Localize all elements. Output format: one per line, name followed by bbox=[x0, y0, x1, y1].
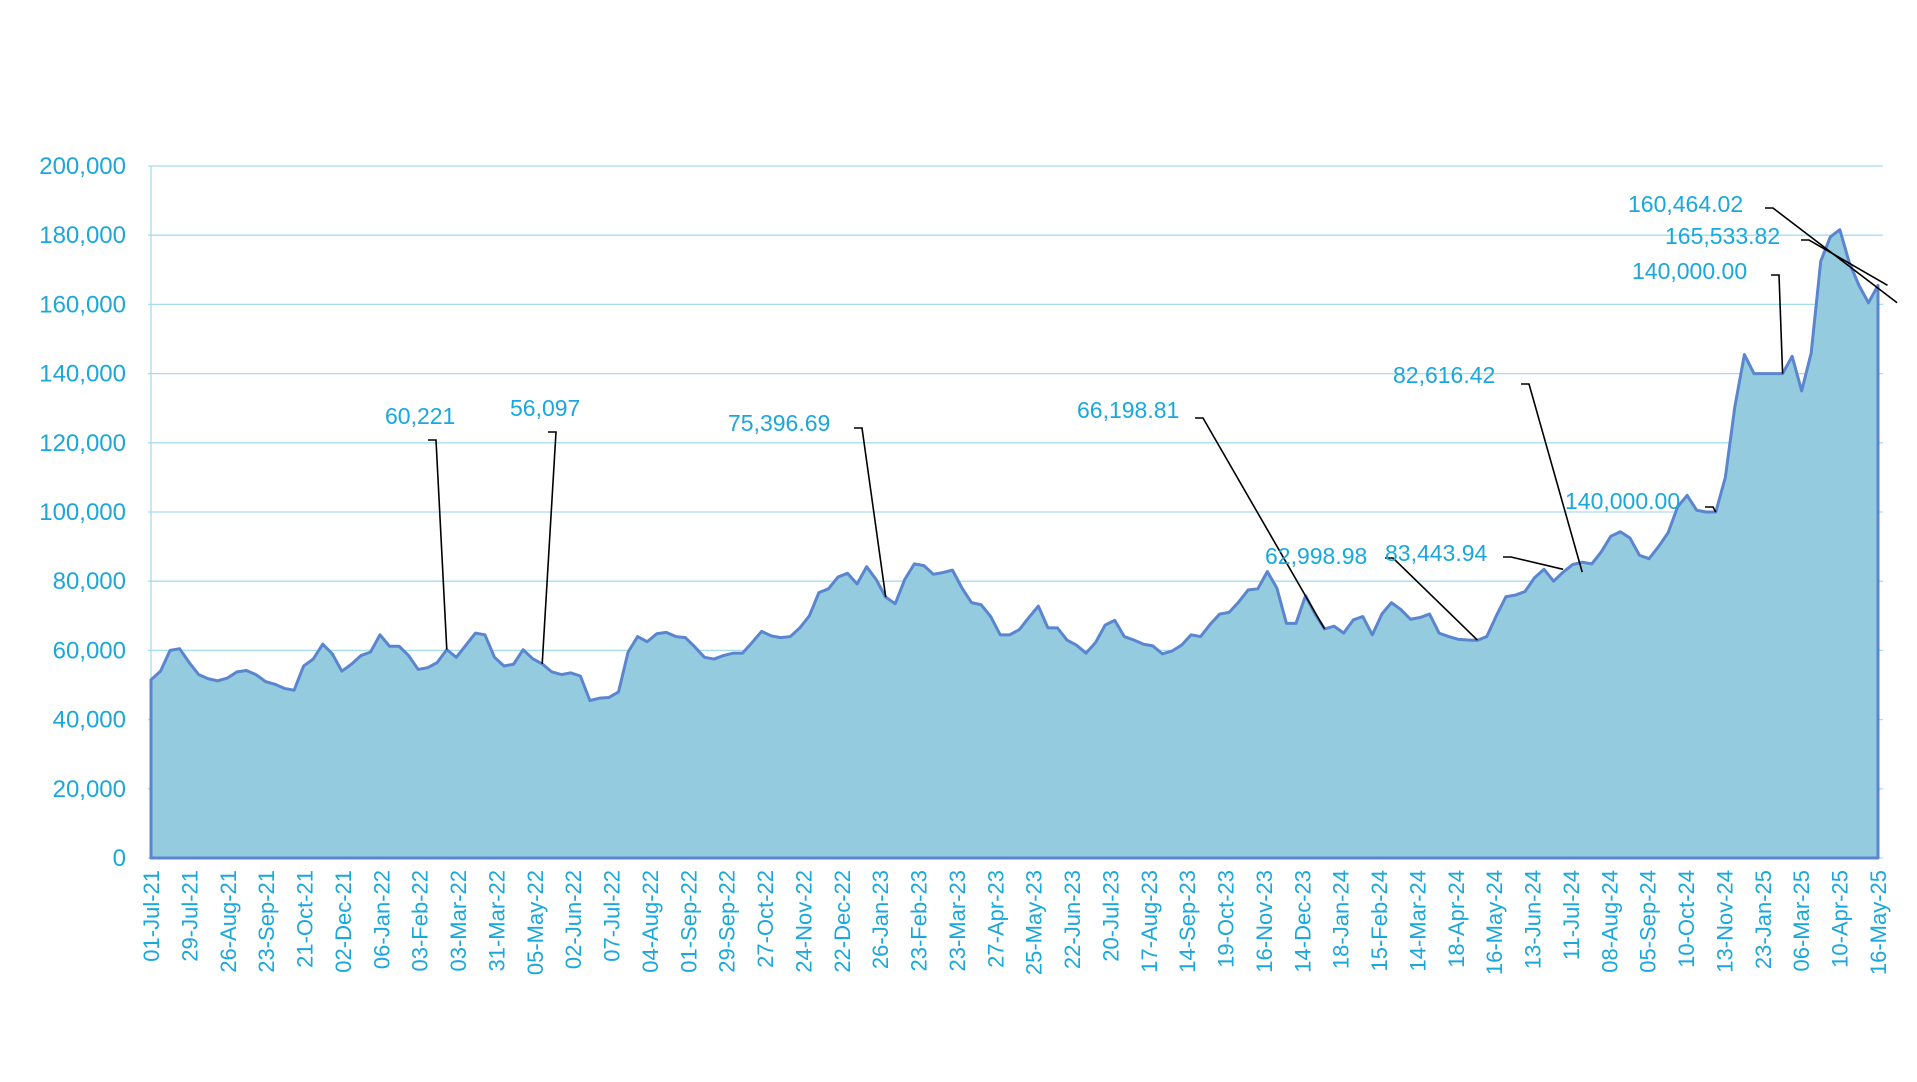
x-tick-label: 03-Mar-22 bbox=[446, 870, 471, 971]
y-tick-label: 120,000 bbox=[39, 430, 126, 457]
x-tick-label: 02-Dec-21 bbox=[331, 870, 356, 973]
x-tick-label: 19-Oct-23 bbox=[1214, 870, 1239, 968]
x-tick-label: 06-Jan-22 bbox=[369, 870, 394, 969]
leader-line bbox=[541, 431, 557, 664]
x-tick-label: 18-Apr-24 bbox=[1444, 870, 1469, 968]
data-label-text: 82,616.42 bbox=[1393, 362, 1495, 388]
x-tick-label: 26-Aug-21 bbox=[216, 870, 241, 973]
x-tick-label: 21-Oct-21 bbox=[293, 870, 318, 968]
x-tick-label: 16-May-25 bbox=[1866, 870, 1891, 975]
y-tick-label: 40,000 bbox=[53, 707, 126, 734]
leader-line bbox=[1385, 557, 1478, 641]
data-label-text: 75,396.69 bbox=[728, 410, 830, 436]
area-series bbox=[149, 228, 1880, 860]
data-label: 82,616.42 bbox=[1393, 362, 1583, 573]
x-tick-label: 23-Mar-23 bbox=[945, 870, 970, 971]
x-tick-label: 31-Mar-22 bbox=[484, 870, 509, 971]
leader-line bbox=[1521, 383, 1583, 573]
x-tick-label: 22-Dec-22 bbox=[830, 870, 855, 973]
x-tick-label: 29-Jul-21 bbox=[177, 870, 202, 962]
x-tick-label: 23-Sep-21 bbox=[254, 870, 279, 973]
leader-line bbox=[1705, 506, 1717, 513]
x-tick-label: 23-Feb-23 bbox=[907, 870, 932, 972]
x-tick-label: 08-Aug-24 bbox=[1597, 870, 1622, 973]
x-tick-label: 05-May-22 bbox=[523, 870, 548, 975]
x-tick-label: 01-Jul-21 bbox=[139, 870, 164, 962]
x-tick-label: 20-Jul-23 bbox=[1098, 870, 1123, 962]
data-label-text: 83,443.94 bbox=[1385, 540, 1488, 566]
x-tick-label: 16-Nov-23 bbox=[1252, 870, 1277, 973]
y-tick-label: 180,000 bbox=[39, 222, 126, 249]
x-tick-label: 13-Jun-24 bbox=[1521, 870, 1546, 969]
x-tick-label: 22-Jun-23 bbox=[1060, 870, 1085, 969]
x-tick-label: 03-Feb-22 bbox=[408, 870, 433, 972]
data-label: 160,464.02 bbox=[1628, 191, 1898, 304]
data-label: 140,000.00 bbox=[1632, 258, 1784, 374]
x-tick-label: 29-Sep-22 bbox=[715, 870, 740, 973]
leader-line bbox=[1503, 556, 1564, 571]
x-tick-label: 10-Apr-25 bbox=[1828, 870, 1853, 968]
leader-line bbox=[1765, 207, 1898, 304]
data-label-text: 60,221 bbox=[385, 403, 455, 429]
leader-line bbox=[854, 427, 887, 598]
data-label-text: 140,000.00 bbox=[1632, 258, 1747, 284]
x-tick-label: 27-Oct-22 bbox=[753, 870, 778, 968]
data-label-text: 62,998.98 bbox=[1265, 543, 1367, 569]
x-tick-label: 17-Aug-23 bbox=[1137, 870, 1162, 973]
x-tick-label: 07-Jul-22 bbox=[600, 870, 625, 962]
y-tick-label: 140,000 bbox=[39, 361, 126, 388]
leader-line bbox=[1195, 417, 1326, 630]
data-label: 140,000.00 bbox=[1565, 488, 1717, 514]
leader-line bbox=[1771, 274, 1784, 374]
data-label: 66,198.81 bbox=[1077, 397, 1326, 630]
data-label-text: 165,533.82 bbox=[1665, 223, 1780, 249]
y-tick-label: 60,000 bbox=[53, 637, 126, 664]
y-tick-label: 80,000 bbox=[53, 568, 126, 595]
data-label: 56,097 bbox=[510, 395, 580, 664]
x-tick-label: 15-Feb-24 bbox=[1367, 870, 1392, 972]
data-label: 62,998.98 bbox=[1265, 543, 1478, 641]
data-label-text: 140,000.00 bbox=[1565, 488, 1680, 514]
x-axis-ticks: 01-Jul-21 29-Jul-21 26-Aug-21 23-Sep-21 21-O… bbox=[139, 870, 1891, 975]
y-tick-label: 160,000 bbox=[39, 291, 126, 318]
x-tick-label: 18-Jan-24 bbox=[1329, 870, 1354, 969]
leader-line bbox=[1801, 239, 1888, 286]
x-tick-label: 13-Nov-24 bbox=[1713, 870, 1738, 973]
data-label: 83,443.94 bbox=[1385, 540, 1564, 571]
x-tick-label: 24-Nov-22 bbox=[791, 870, 816, 973]
x-tick-label: 14-Dec-23 bbox=[1290, 870, 1315, 973]
x-tick-label: 25-May-23 bbox=[1022, 870, 1047, 975]
x-tick-label: 26-Jan-23 bbox=[868, 870, 893, 969]
x-tick-label: 06-Mar-25 bbox=[1789, 870, 1814, 971]
x-tick-label: 02-Jun-22 bbox=[561, 870, 586, 969]
data-label: 75,396.69 bbox=[728, 410, 887, 598]
data-label-text: 56,097 bbox=[510, 395, 580, 421]
x-tick-label: 05-Sep-24 bbox=[1636, 870, 1661, 973]
x-tick-label: 04-Aug-22 bbox=[638, 870, 663, 973]
y-tick-label: 200,000 bbox=[39, 153, 126, 180]
x-tick-label: 14-Sep-23 bbox=[1175, 870, 1200, 973]
x-tick-label: 14-Mar-24 bbox=[1406, 870, 1431, 971]
y-tick-label: 0 bbox=[113, 845, 126, 872]
x-tick-label: 27-Apr-23 bbox=[983, 870, 1008, 968]
y-tick-label: 20,000 bbox=[53, 776, 126, 803]
data-label: 165,533.82 bbox=[1665, 223, 1888, 286]
y-axis-ticks: 0 20,000 40,000 60,000 80,000 100,000 120,000 1… bbox=[39, 153, 126, 872]
x-tick-label: 01-Sep-22 bbox=[676, 870, 701, 973]
data-label-text: 66,198.81 bbox=[1077, 397, 1179, 423]
data-label-text: 160,464.02 bbox=[1628, 191, 1743, 217]
x-tick-label: 23-Jan-25 bbox=[1751, 870, 1776, 969]
x-tick-label: 10-Oct-24 bbox=[1674, 870, 1699, 968]
data-label: 60,221 bbox=[385, 403, 455, 650]
y-tick-label: 100,000 bbox=[39, 499, 126, 526]
annotations: 60,221 56,097 75,396.69 66,198.81 62,998.98 8… bbox=[385, 191, 1898, 664]
x-tick-label: 11-Jul-24 bbox=[1559, 870, 1584, 960]
x-tick-label: 16-May-24 bbox=[1482, 870, 1507, 975]
leader-line bbox=[428, 439, 448, 650]
